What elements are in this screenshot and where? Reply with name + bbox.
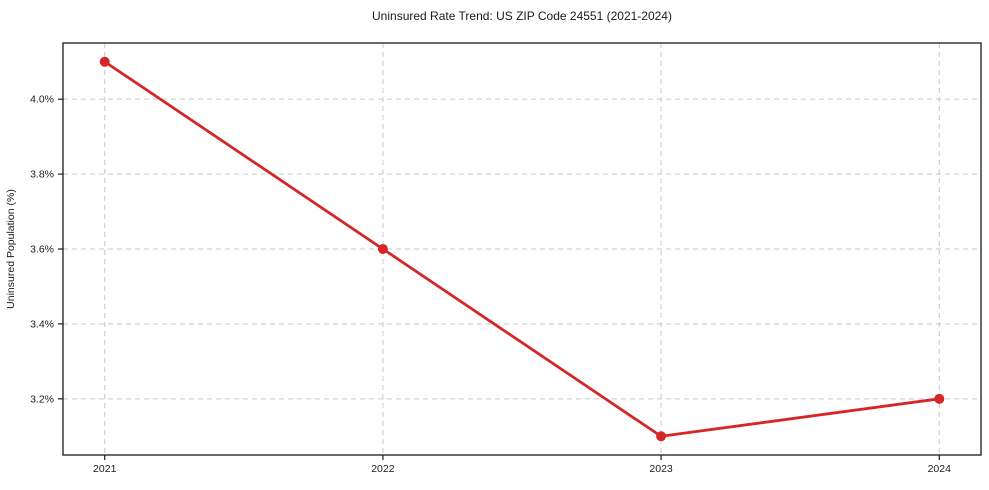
y-tick-label: 3.4% xyxy=(30,318,54,330)
y-tick-label: 3.6% xyxy=(30,244,54,256)
data-point xyxy=(377,244,388,254)
x-tick-label: 2024 xyxy=(928,463,952,475)
trend-line xyxy=(103,60,941,438)
y-axis-label: Uninsured Population (%) xyxy=(5,189,17,309)
data-point xyxy=(99,56,110,67)
y-tick-label: 3.2% xyxy=(30,393,54,405)
data-point xyxy=(656,431,667,442)
y-tick-label: 3.8% xyxy=(30,169,54,181)
x-tick-label: 2021 xyxy=(93,463,117,475)
x-tick-label: 2022 xyxy=(371,463,395,475)
data-point xyxy=(934,393,945,404)
chart-title: Uninsured Rate Trend: US ZIP Code 24551 … xyxy=(372,9,672,23)
y-tick-label: 4.0% xyxy=(30,94,54,106)
x-tick-label: 2023 xyxy=(649,463,673,475)
plot-area: 2021 2022 2023 2024 3.2% 3.4% 3.6% 3.8% 4.0% xyxy=(30,42,982,475)
